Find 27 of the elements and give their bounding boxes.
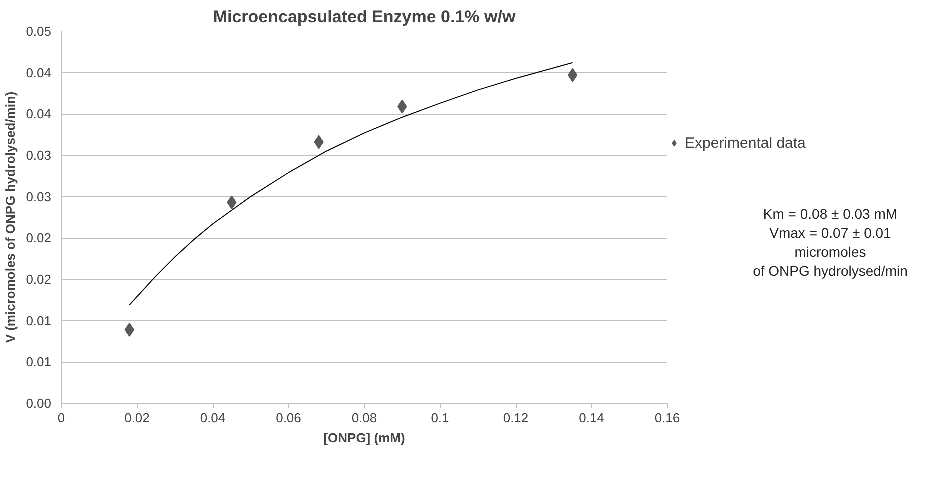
y-tick-label: 0.01: [26, 313, 52, 328]
legend-label: Experimental data: [685, 134, 806, 152]
y-tick-label: 0.02: [26, 272, 52, 287]
y-tick-label: 0.04: [26, 106, 52, 122]
point: [124, 322, 135, 337]
x-tick-label: 0.12: [503, 410, 529, 426]
y-tick-label: 0.04: [26, 65, 52, 80]
x-axis-title: [ONPG] (mM): [324, 430, 406, 446]
y-tick-label: 0.00: [26, 396, 52, 411]
x-tick-label: 0.04: [200, 410, 226, 426]
x-tick-label: 0.08: [352, 410, 378, 426]
x-tick-label: 0: [58, 410, 66, 426]
annotations: Km = 0.08 ± 0.03 mM Vmax = 0.07 ± 0.01 micromoles of ONPG hydrolysed/min: [752, 205, 909, 281]
y-axis-title: V (micromoles of ONPG hydrolysed/min): [3, 92, 18, 344]
line-series: [129, 62, 574, 306]
y-tick-label: 0.03: [26, 148, 52, 163]
x-tick-label: 0.1: [431, 410, 450, 426]
point: [568, 68, 578, 82]
x-tick-label: 0.16: [654, 410, 680, 426]
x-tick-label: 0.14: [579, 410, 604, 426]
y-tick-label: 0.03: [26, 189, 52, 204]
y-tick-label: 0.05: [26, 24, 52, 39]
y-tick-label: 0.01: [26, 354, 52, 370]
x-tick-label: 0.02: [124, 410, 150, 426]
chart-title: Microencapsulated Enzyme 0.1% w/w: [213, 8, 516, 26]
x-tick-label: 0.06: [276, 410, 302, 426]
y-tick-label: 0.02: [26, 230, 52, 246]
